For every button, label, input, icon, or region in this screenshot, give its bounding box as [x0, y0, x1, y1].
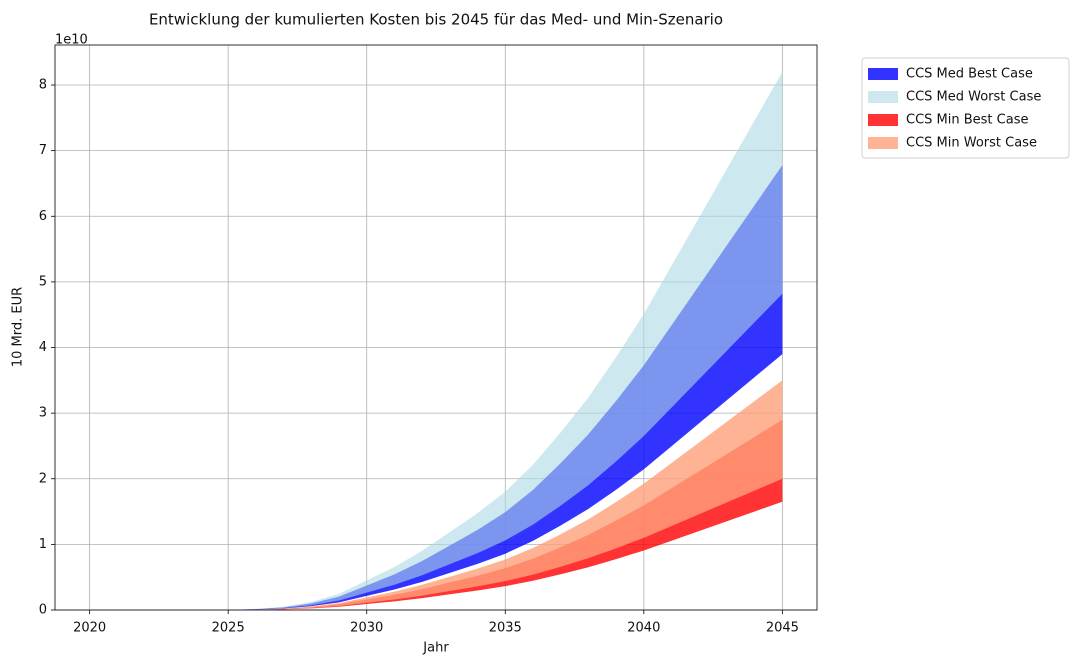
- x-tick-label: 2035: [489, 621, 522, 636]
- y-tick-label: 2: [39, 471, 47, 486]
- y-tick-label: 6: [39, 209, 47, 224]
- legend-swatch: [868, 114, 898, 126]
- legend-box: [861, 57, 1070, 159]
- legend-swatch: [868, 137, 898, 149]
- chart-title: Entwicklung der kumulierten Kosten bis 2…: [149, 11, 723, 29]
- x-tick-label: 2045: [766, 621, 799, 636]
- legend-label: CCS Min Worst Case: [906, 136, 1037, 151]
- x-tick-label: 2020: [73, 621, 106, 636]
- legend-label: CCS Med Worst Case: [906, 90, 1041, 105]
- x-tick-label: 2025: [212, 621, 245, 636]
- y-tick-label: 4: [39, 340, 47, 355]
- band-area: [89, 71, 783, 610]
- x-tick-label: 2040: [627, 621, 660, 636]
- legend-label: CCS Min Best Case: [906, 113, 1028, 128]
- x-tick-label: 2030: [350, 621, 383, 636]
- y-tick-label: 5: [39, 274, 47, 289]
- y-tick-label: 3: [39, 406, 47, 421]
- y-tick-label: 0: [39, 603, 47, 618]
- legend-swatch: [868, 91, 898, 103]
- legend-swatch: [868, 68, 898, 80]
- legend-label: CCS Med Best Case: [906, 67, 1033, 82]
- legend: CCS Med Best Case CCS Med Worst Case CCS M…: [861, 57, 1070, 159]
- x-axis-label: Jahr: [422, 641, 449, 656]
- y-axis-label: 10 Mrd. EUR: [11, 287, 26, 367]
- y-tick-label: 1: [39, 537, 47, 552]
- y-offset-label: 1e10: [55, 33, 88, 48]
- y-tick-label: 7: [39, 143, 47, 158]
- band-area: [89, 380, 783, 610]
- y-tick-label: 8: [39, 78, 47, 93]
- plot-frame: [54, 44, 818, 611]
